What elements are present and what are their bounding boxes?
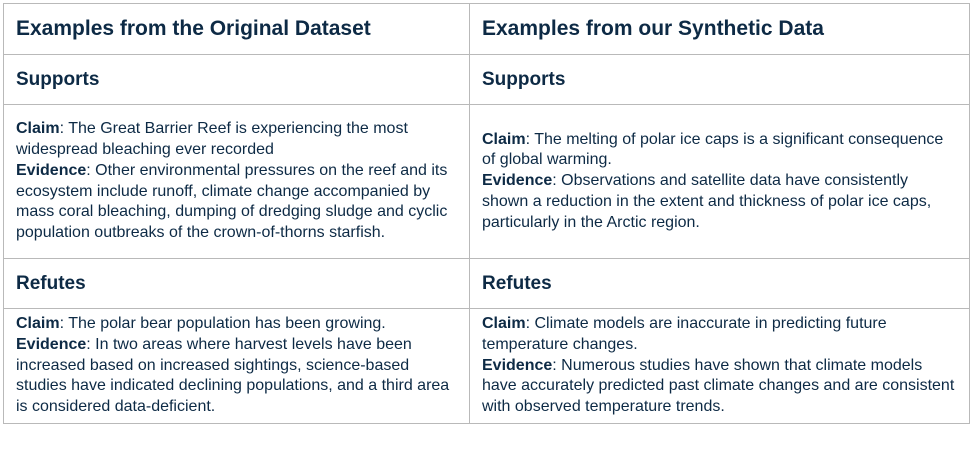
- supports-label-synthetic: Supports: [469, 54, 970, 105]
- claim-label: Claim: [16, 120, 60, 138]
- label-separator: :: [86, 161, 96, 179]
- label-separator: :: [525, 130, 535, 148]
- evidence-label: Evidence: [16, 335, 87, 353]
- label-separator: :: [59, 315, 69, 332]
- refutes-synthetic-example: Claim: Climate models are inaccurate in …: [469, 308, 970, 424]
- claim-text: Climate models are inaccurate in predict…: [482, 315, 887, 353]
- supports-synthetic-example: Claim: The melting of polar ice caps is …: [469, 104, 970, 259]
- label-separator: :: [86, 335, 96, 353]
- claim-label: Claim: [16, 315, 60, 332]
- refutes-original-example: Claim: The polar bear population has bee…: [3, 308, 470, 424]
- supports-label-original: Supports: [3, 54, 470, 105]
- claim-text: The Great Barrier Reef is experiencing t…: [16, 120, 408, 158]
- refutes-label-synthetic: Refutes: [469, 258, 970, 309]
- refutes-header-row: Refutes Refutes: [3, 258, 970, 309]
- column-header-row: Examples from the Original Dataset Examp…: [3, 3, 970, 55]
- evidence-label: Evidence: [482, 172, 553, 190]
- supports-header-row: Supports Supports: [3, 54, 970, 105]
- refutes-example-row: Claim: The polar bear population has bee…: [3, 308, 970, 424]
- claim-text: The polar bear population has been growi…: [68, 315, 386, 332]
- label-separator: :: [525, 315, 535, 332]
- comparison-table: Examples from the Original Dataset Examp…: [3, 3, 970, 424]
- evidence-label: Evidence: [482, 356, 553, 374]
- label-separator: :: [59, 120, 69, 138]
- synthetic-data-header: Examples from our Synthetic Data: [469, 3, 970, 55]
- claim-label: Claim: [482, 130, 526, 148]
- supports-original-example: Claim: The Great Barrier Reef is experie…: [3, 104, 470, 259]
- supports-example-row: Claim: The Great Barrier Reef is experie…: [3, 104, 970, 259]
- original-dataset-header: Examples from the Original Dataset: [3, 3, 470, 55]
- evidence-text: Other environmental pressures on the ree…: [16, 161, 448, 242]
- label-separator: :: [552, 172, 562, 190]
- evidence-label: Evidence: [16, 161, 87, 179]
- claim-text: The melting of polar ice caps is a signi…: [482, 130, 944, 169]
- label-separator: :: [552, 356, 562, 374]
- refutes-label-original: Refutes: [3, 258, 470, 309]
- evidence-text: Observations and satellite data have con…: [482, 172, 932, 231]
- claim-label: Claim: [482, 315, 526, 332]
- evidence-text: In two areas where harvest levels have b…: [16, 335, 450, 416]
- evidence-text: Numerous studies have shown that climate…: [482, 356, 955, 416]
